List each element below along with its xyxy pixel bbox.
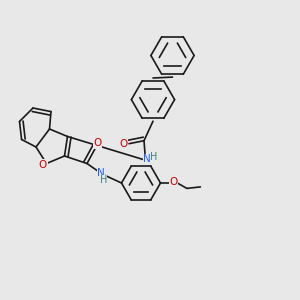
Text: H: H: [100, 175, 107, 185]
Text: N: N: [143, 154, 151, 164]
Text: O: O: [119, 139, 128, 149]
Text: O: O: [169, 177, 178, 187]
Text: O: O: [39, 160, 47, 170]
Text: N: N: [97, 167, 105, 178]
Text: O: O: [93, 138, 102, 148]
Text: H: H: [150, 152, 158, 162]
